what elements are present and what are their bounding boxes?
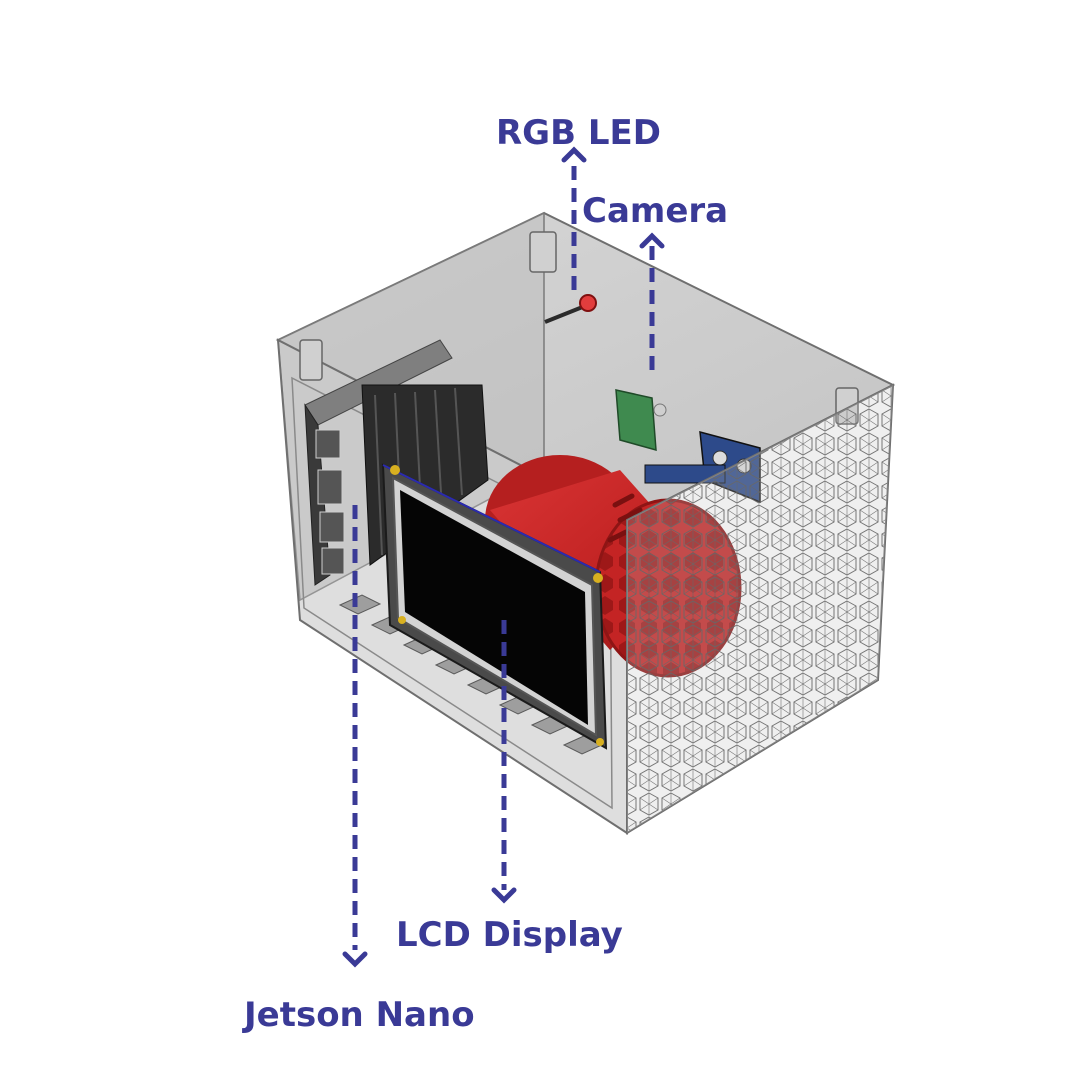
rgb-led [544, 294, 597, 324]
label-camera: Camera [582, 191, 729, 231]
lcd-display [381, 463, 608, 750]
lcd-screen [400, 490, 588, 725]
arrow-head-rgb-led [561, 146, 587, 163]
label-jetson-nano: Jetson Nano [244, 995, 475, 1035]
label-rgb-led: RGB LED [496, 113, 661, 153]
corner-posts [299, 231, 859, 425]
callout-arrows [352, 158, 655, 950]
led-bulb [579, 294, 597, 312]
enclosure-mesh-face [626, 383, 895, 835]
label-lcd-display: LCD Display [396, 915, 623, 955]
arrow-heads [342, 146, 665, 968]
arrow-head-camera [639, 232, 665, 249]
arrow-head-jetson-nano [342, 951, 368, 968]
arrow-head-lcd-display [491, 887, 517, 904]
camera-board [615, 389, 667, 452]
